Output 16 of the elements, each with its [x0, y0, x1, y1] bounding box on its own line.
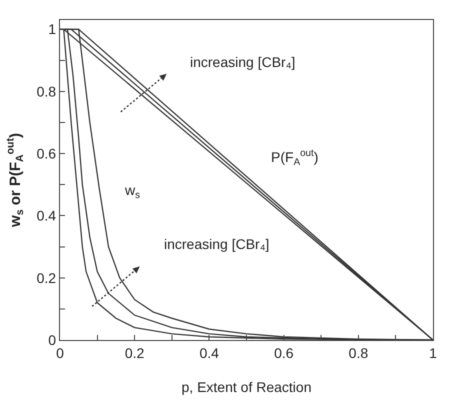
- x-tick-label: 0.8: [348, 344, 368, 361]
- annotation: increasing [CBr₄]: [190, 54, 296, 70]
- x-tick-label: 0.4: [199, 344, 220, 361]
- y-tick-label: 1: [48, 21, 56, 38]
- annotation: w$_{s}$: [124, 182, 140, 201]
- y-tick-label: 0.8: [36, 83, 56, 100]
- x-tick-label: 0.6: [274, 344, 294, 361]
- annotation: P(F$_{A}$$^{out}$): [271, 148, 318, 168]
- y-tick-label: 0.2: [36, 270, 56, 286]
- x-axis-title: p, Extent of Reaction: [182, 379, 312, 396]
- x-tick-label: 0.2: [124, 344, 145, 361]
- y-tick-label: 0.6: [36, 145, 56, 162]
- annotation: increasing [CBr₄]: [164, 236, 270, 252]
- y-tick-label: 0: [48, 332, 56, 348]
- x-tick-label: 1: [429, 344, 438, 361]
- y-tick-label: 0.4: [36, 208, 56, 224]
